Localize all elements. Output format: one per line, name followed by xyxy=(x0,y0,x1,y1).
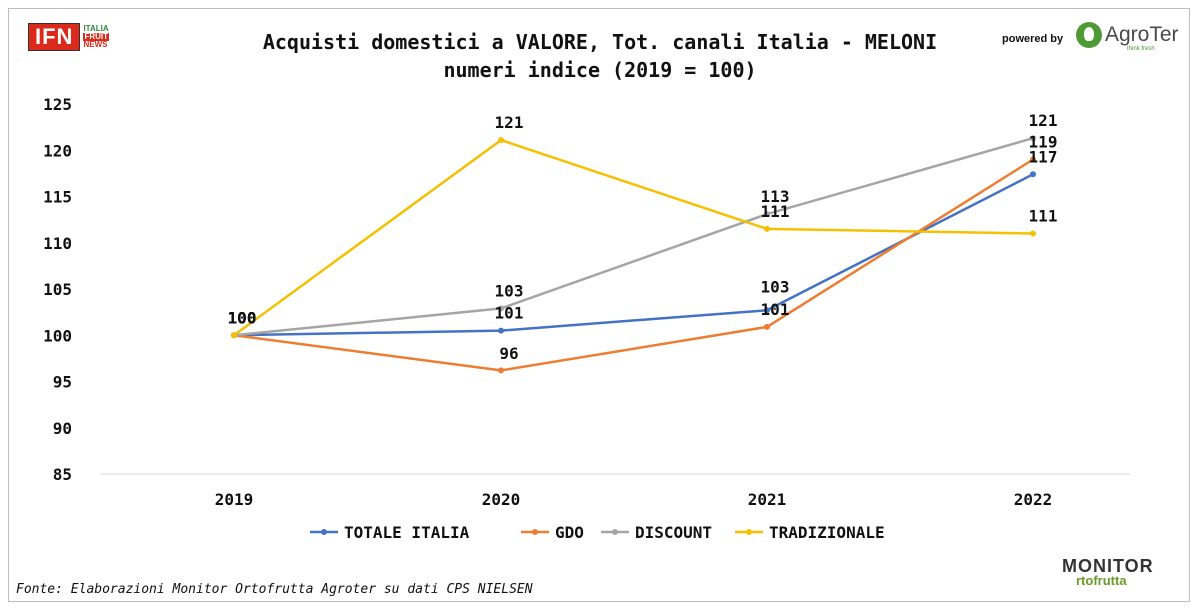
data-point xyxy=(498,137,504,144)
data-point xyxy=(764,225,770,232)
data-label: 100 xyxy=(228,308,257,327)
ifn-logo-subtitle: ITALIA FRUIT NEWS xyxy=(83,24,110,49)
y-tick-label: 125 xyxy=(43,95,72,114)
series-line-totale-italia xyxy=(233,173,1034,337)
data-point xyxy=(764,307,770,314)
data-point xyxy=(498,305,504,312)
y-tick-label: 120 xyxy=(43,141,72,160)
chart-title: Acquisti domestici a VALORE, Tot. canali… xyxy=(262,30,938,54)
monitor-ortofrutta-logo: MONITOR rtofrutta xyxy=(1062,556,1154,588)
data-point xyxy=(1030,230,1036,237)
data-point xyxy=(231,332,237,339)
x-tick-label: 2021 xyxy=(748,490,787,509)
data-label: 119 xyxy=(1029,133,1058,152)
legend-marker xyxy=(321,529,327,535)
y-tick-label: 115 xyxy=(43,188,72,207)
data-label: 100 xyxy=(228,308,257,327)
x-tick-label: 2020 xyxy=(482,490,521,509)
data-label: 100 xyxy=(228,308,257,327)
legend-marker xyxy=(532,529,538,535)
legend-marker xyxy=(746,529,752,535)
legend-label: GDO xyxy=(555,523,584,542)
data-point xyxy=(1030,156,1036,163)
ifn-sub-1: ITALIA xyxy=(83,24,109,33)
legend-label: TOTALE ITALIA xyxy=(344,523,470,542)
agroter-leaf-icon xyxy=(1076,22,1102,48)
ifn-logo-mark: IFN xyxy=(28,23,81,51)
data-label: 96 xyxy=(499,344,518,363)
data-label: 121 xyxy=(495,113,524,132)
y-tick-label: 95 xyxy=(53,373,72,392)
chart-frame xyxy=(8,8,1190,602)
data-label: 101 xyxy=(761,300,790,319)
x-tick-label: 2022 xyxy=(1014,490,1053,509)
data-label: 103 xyxy=(495,281,524,300)
data-point xyxy=(764,211,770,218)
monitor-logo-text: MONITOR xyxy=(1062,556,1154,576)
data-point xyxy=(764,323,770,330)
legend-marker xyxy=(612,529,618,535)
data-label: 100 xyxy=(228,308,257,327)
series-line-discount xyxy=(233,137,1034,337)
y-tick-label: 105 xyxy=(43,280,72,299)
legend-label: TRADIZIONALE xyxy=(769,523,885,542)
y-tick-label: 90 xyxy=(53,419,72,438)
legend-label: DISCOUNT xyxy=(635,523,712,542)
ifn-logo: IFN ITALIA FRUIT NEWS xyxy=(28,23,110,51)
y-tick-label: 85 xyxy=(53,465,72,484)
series-line-gdo xyxy=(233,158,1034,372)
data-point xyxy=(1030,135,1036,142)
monitor-logo-subtext: rtofrutta xyxy=(1076,573,1127,588)
chart-subtitle: numeri indice (2019 = 100) xyxy=(443,58,757,82)
data-label: 111 xyxy=(1029,207,1058,226)
agroter-logo-text: AgroTer xyxy=(1105,23,1179,46)
data-label: 113 xyxy=(761,187,790,206)
powered-by-label: powered by xyxy=(1002,33,1064,45)
data-label: 101 xyxy=(495,304,524,323)
data-point xyxy=(498,367,504,374)
ifn-sub-3: NEWS xyxy=(83,40,108,49)
y-tick-label: 100 xyxy=(43,326,72,345)
data-point xyxy=(1030,171,1036,178)
series-line-tradizionale xyxy=(233,138,1034,337)
agroter-logo: AgroTer xyxy=(1076,22,1179,48)
data-label: 121 xyxy=(1029,111,1058,130)
agroter-tagline: think fresh xyxy=(1127,46,1155,52)
y-tick-label: 110 xyxy=(43,234,72,253)
data-label: 111 xyxy=(761,202,790,221)
source-note: Fonte: Elaborazioni Monitor Ortofrutta A… xyxy=(16,582,533,597)
ifn-sub-2: FRUIT xyxy=(83,32,110,41)
x-tick-label: 2019 xyxy=(215,490,254,509)
data-point xyxy=(498,327,504,334)
data-label: 117 xyxy=(1029,147,1058,166)
data-label: 103 xyxy=(761,277,790,296)
